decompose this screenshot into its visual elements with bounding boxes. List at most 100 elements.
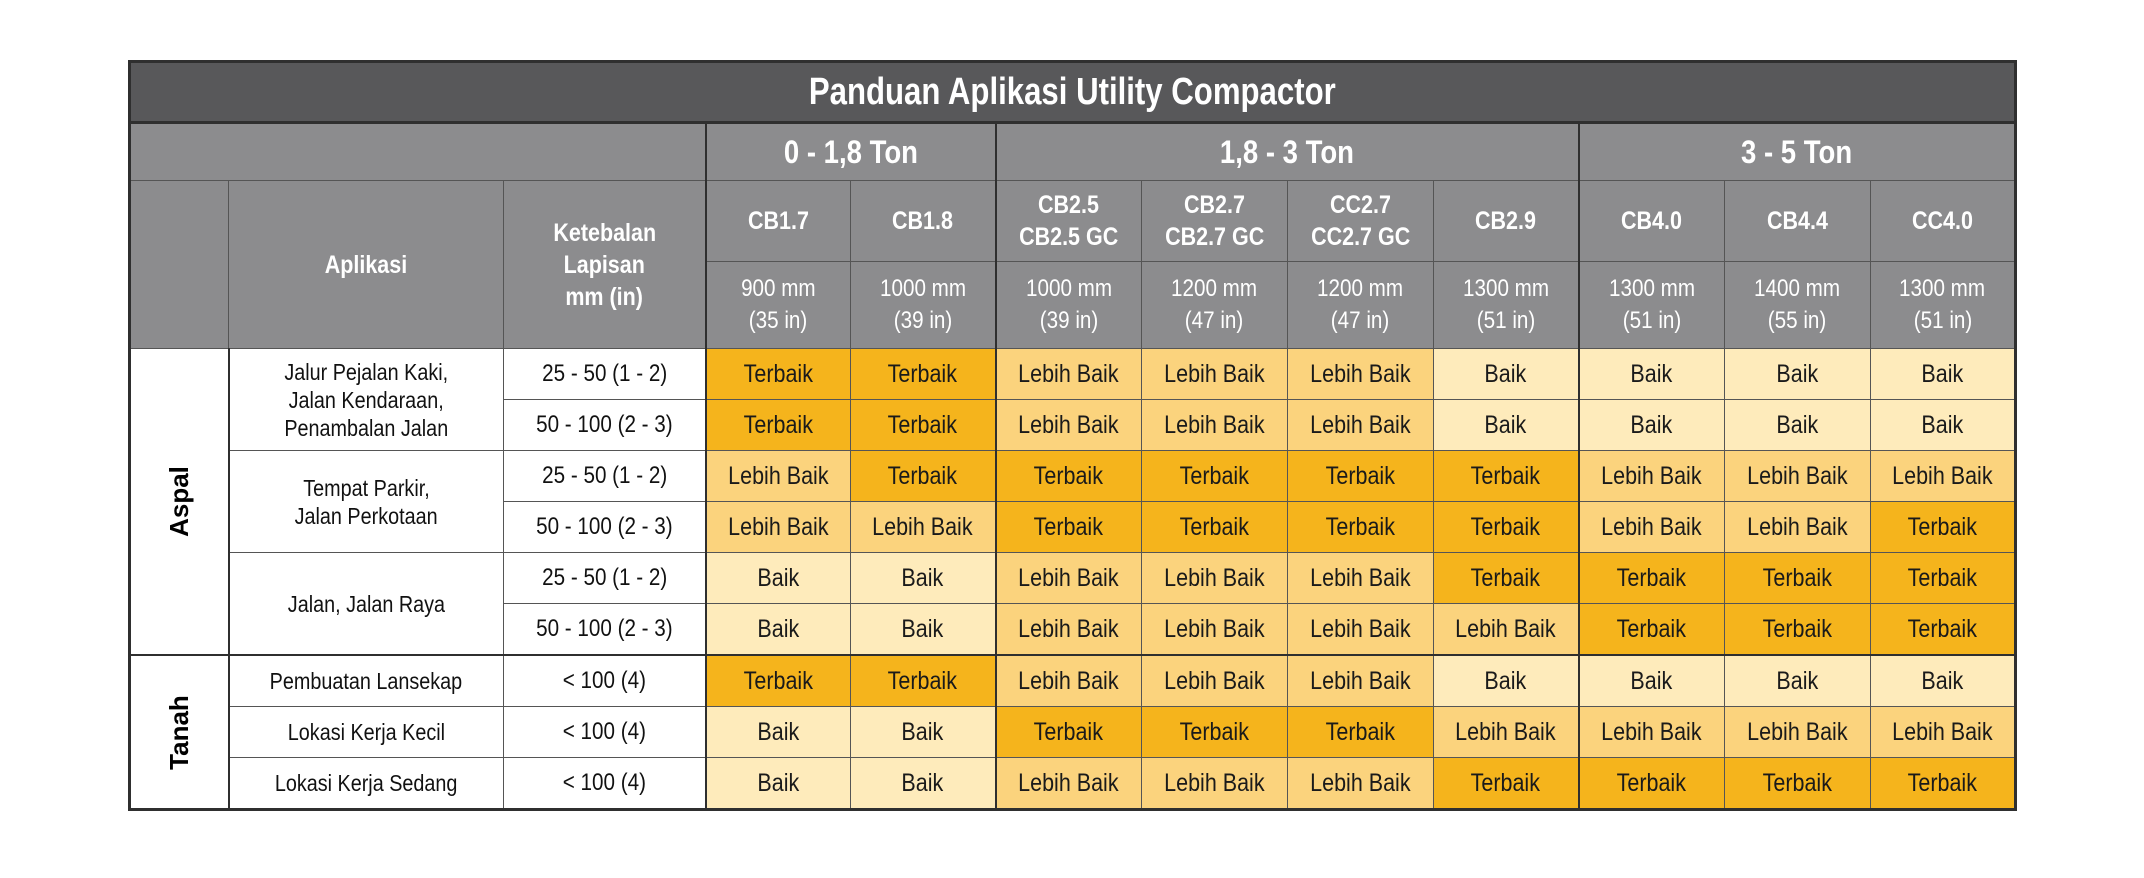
- rating-cell: Terbaik: [1869, 757, 2017, 810]
- application-name: Jalur Pejalan Kaki,: [284, 358, 449, 385]
- rating-cell: Terbaik: [704, 399, 851, 451]
- rating-cell: Lebih Baik: [1141, 654, 1288, 707]
- thickness-column-header: Ketebalan Lapisan mm (in): [503, 180, 706, 349]
- application-cell: Jalan, Jalan Raya: [228, 552, 504, 656]
- rating-cell: Terbaik: [1287, 706, 1434, 758]
- rating-value: Baik: [1630, 666, 1673, 695]
- application-name: Jalan Perkotaan: [294, 502, 438, 529]
- rating-value: Terbaik: [743, 410, 813, 439]
- rating-cell: Terbaik: [1433, 501, 1579, 553]
- model-name: CB2.7: [1184, 191, 1245, 219]
- rating-value: Baik: [1921, 410, 1964, 439]
- rating-value: Baik: [901, 614, 944, 643]
- category-label: Tanah: [163, 694, 194, 770]
- rating-value: Terbaik: [743, 359, 813, 388]
- rating-cell: Lebih Baik: [1287, 399, 1434, 451]
- rating-value: Terbaik: [1179, 717, 1250, 746]
- drum-width: (39 in): [1039, 307, 1099, 334]
- table-row: Lokasi Kerja Kecil < 100 (4) Baik Baik Terba…: [130, 706, 2017, 758]
- rating-cell: Terbaik: [1724, 603, 1871, 656]
- rating-cell: Terbaik: [994, 450, 1142, 502]
- drum-width-header: 900 mm (35 in): [704, 261, 851, 349]
- category-cell: Tanah: [129, 654, 230, 810]
- rating-cell: Terbaik: [1141, 706, 1288, 758]
- rating-cell: Terbaik: [1577, 757, 1725, 810]
- application-cell: Lokasi Kerja Sedang: [228, 757, 504, 810]
- rating-value: Baik: [1484, 359, 1527, 388]
- rating-cell: Lebih Baik: [704, 501, 851, 553]
- application-column-header: Aplikasi: [228, 180, 504, 349]
- table-row: Tanah Pembuatan Lansekap < 100 (4) Terbaik T…: [129, 654, 2017, 810]
- thickness-value: < 100 (4): [562, 667, 646, 694]
- rating-cell: Baik: [1724, 348, 1871, 400]
- rating-value: Baik: [757, 768, 800, 797]
- category-cell: Aspal: [129, 348, 230, 656]
- rating-cell: Lebih Baik: [1141, 399, 1288, 451]
- drum-width: 1400 mm: [1754, 275, 1841, 302]
- drum-width: (35 in): [748, 307, 808, 334]
- rating-value: Terbaik: [743, 666, 813, 695]
- rating-cell: Terbaik: [850, 654, 996, 707]
- rating-value: Lebih Baik: [1601, 461, 1702, 490]
- thickness-value: < 100 (4): [562, 769, 646, 796]
- table-row: Tempat Parkir, Jalan Perkotaan 25 - 50 (1 …: [130, 450, 2017, 553]
- drum-width: 900 mm: [740, 275, 816, 302]
- rating-cell: Lebih Baik: [1869, 706, 2017, 758]
- tonnage-group-header: 3 - 5 Ton: [1577, 122, 2017, 181]
- application-name: Jalan Kendaraan,: [288, 386, 444, 413]
- header-blank-cell: [129, 122, 706, 181]
- rating-cell: Baik: [1433, 654, 1579, 707]
- rating-value: Lebih Baik: [872, 512, 973, 541]
- rating-value: Terbaik: [1471, 512, 1541, 541]
- model-name: CB2.7 GC: [1164, 223, 1265, 251]
- thickness-value: < 100 (4): [562, 718, 646, 745]
- rating-value: Lebih Baik: [1018, 768, 1119, 797]
- rating-value: Lebih Baik: [728, 512, 829, 541]
- rating-value: Lebih Baik: [1164, 410, 1265, 439]
- rating-cell: Lebih Baik: [1724, 706, 1871, 758]
- rating-cell: Baik: [850, 552, 996, 604]
- thickness-cell: 25 - 50 (1 - 2): [503, 552, 707, 604]
- rating-value: Terbaik: [1471, 563, 1541, 592]
- rating-value: Terbaik: [1471, 461, 1541, 490]
- thickness-cell: 25 - 50 (1 - 2): [503, 348, 707, 400]
- application-cell: Lokasi Kerja Kecil: [228, 706, 504, 758]
- rating-cell: Baik: [1724, 654, 1871, 707]
- rating-value: Terbaik: [1907, 563, 1978, 592]
- thickness-cell: 50 - 100 (2 - 3): [503, 603, 707, 656]
- rating-cell: Lebih Baik: [704, 450, 851, 502]
- rating-cell: Lebih Baik: [1141, 552, 1288, 604]
- rating-cell: Terbaik: [1433, 757, 1579, 810]
- rating-value: Lebih Baik: [1018, 410, 1119, 439]
- model-name: CC2.7: [1330, 191, 1391, 219]
- model-name: CB2.5: [1038, 191, 1100, 219]
- rating-value: Lebih Baik: [1747, 512, 1848, 541]
- tonnage-group-label: 3 - 5 Ton: [1741, 133, 1853, 170]
- thickness-value: 50 - 100 (2 - 3): [535, 513, 673, 540]
- rating-cell: Terbaik: [1141, 450, 1288, 502]
- rating-value: Lebih Baik: [1310, 410, 1411, 439]
- rating-value: Terbaik: [1325, 461, 1396, 490]
- rating-cell: Lebih Baik: [1287, 654, 1434, 707]
- rating-value: Baik: [1630, 359, 1673, 388]
- rating-value: Terbaik: [1325, 512, 1396, 541]
- drum-width: (47 in): [1185, 307, 1244, 334]
- model-header: CC2.7 CC2.7 GC: [1287, 180, 1434, 262]
- table-row: Aspal Jalur Pejalan Kaki, Jalan Kendaraan,…: [129, 348, 2017, 656]
- rating-value: Lebih Baik: [1892, 461, 1993, 490]
- rating-cell: Terbaik: [994, 706, 1142, 758]
- model-header: CB2.7 CB2.7 GC: [1141, 180, 1288, 262]
- thickness-cell: < 100 (4): [503, 654, 707, 707]
- rating-cell: Baik: [704, 757, 851, 810]
- tonnage-group-label: 1,8 - 3 Ton: [1219, 133, 1355, 170]
- rating-value: Lebih Baik: [1164, 614, 1265, 643]
- table-row: 50 - 100 (2 - 3) Baik Baik Lebih Baik Lebih …: [130, 603, 2017, 656]
- rating-value: Terbaik: [1907, 614, 1978, 643]
- rating-cell: Terbaik: [1577, 603, 1725, 656]
- rating-cell: Lebih Baik: [1869, 450, 2017, 502]
- rating-cell: Lebih Baik: [1577, 450, 1725, 502]
- rating-value: Lebih Baik: [1018, 563, 1119, 592]
- rating-cell: Terbaik: [1869, 501, 2017, 553]
- model-name: CC4.0: [1912, 207, 1973, 235]
- rating-cell: Baik: [1869, 348, 2017, 400]
